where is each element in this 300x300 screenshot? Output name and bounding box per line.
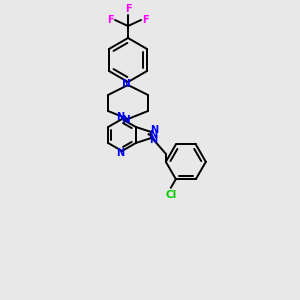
Text: F: F — [142, 15, 148, 25]
Text: N: N — [122, 115, 130, 125]
Text: Cl: Cl — [165, 190, 176, 200]
Text: N: N — [150, 125, 158, 135]
Text: N: N — [122, 79, 130, 89]
Text: N: N — [149, 135, 157, 145]
Text: N: N — [116, 148, 124, 158]
Text: N: N — [149, 130, 157, 140]
Text: N: N — [116, 112, 124, 122]
Text: F: F — [107, 15, 114, 25]
Text: F: F — [125, 4, 131, 14]
